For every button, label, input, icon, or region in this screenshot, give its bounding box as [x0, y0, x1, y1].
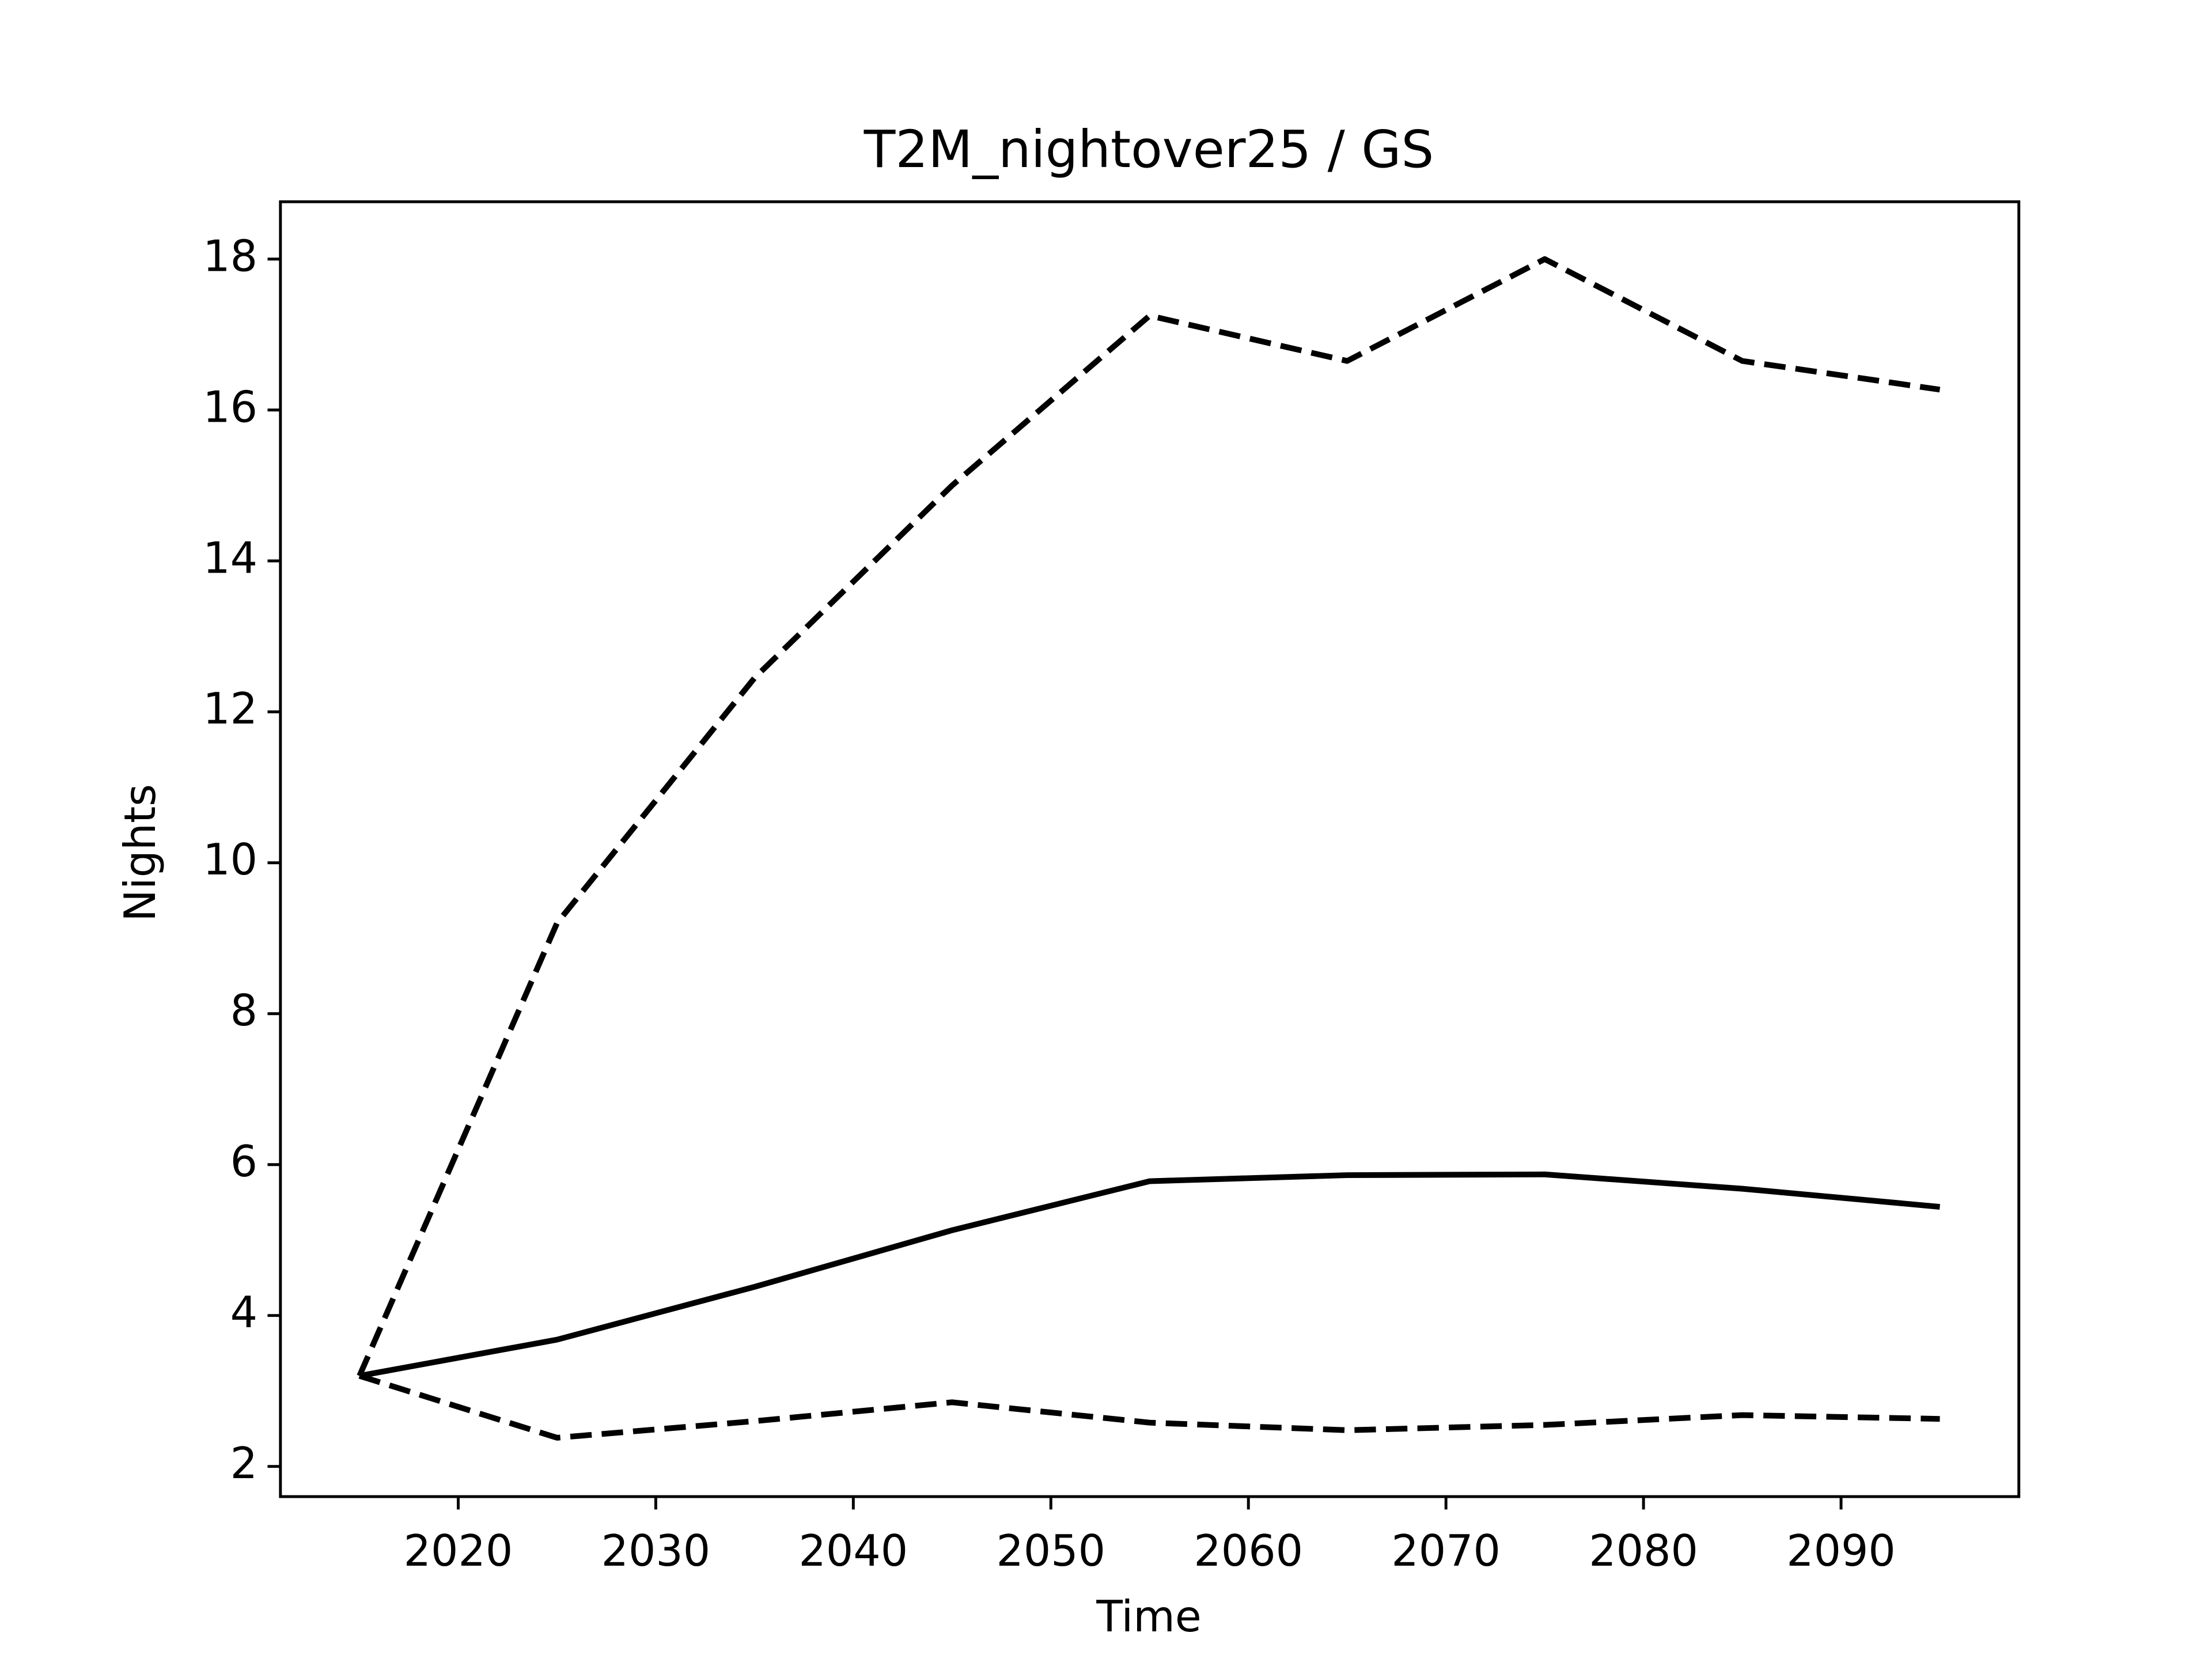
chart-title: T2M_nightover25 / GS	[863, 120, 1434, 180]
y-tick-label: 12	[203, 684, 257, 734]
y-tick-label: 8	[230, 986, 257, 1036]
x-tick-label: 2090	[1786, 1526, 1896, 1576]
x-tick-label: 2030	[601, 1526, 711, 1576]
y-axis-label: Nights	[115, 784, 165, 922]
plot-frame	[279, 200, 2021, 1498]
y-tick-label: 10	[203, 835, 257, 885]
y-tick-label: 18	[203, 231, 257, 281]
y-tick-label: 14	[203, 533, 257, 583]
x-tick-label: 2070	[1391, 1526, 1501, 1576]
y-tick-label: 6	[230, 1137, 257, 1187]
x-tick-label: 2040	[799, 1526, 908, 1576]
x-tick-label: 2080	[1589, 1526, 1698, 1576]
x-tick-label: 2060	[1194, 1526, 1303, 1576]
series-line	[357, 256, 1941, 1377]
series-line	[358, 1373, 1940, 1441]
y-tick-label: 16	[203, 382, 257, 432]
y-tick-label: 2	[230, 1438, 257, 1488]
x-tick-label: 2020	[404, 1526, 513, 1576]
y-tick-label: 4	[230, 1287, 257, 1338]
series-line	[359, 1171, 1940, 1379]
x-tick-label: 2050	[996, 1526, 1105, 1576]
x-axis-label: Time	[1096, 1592, 1201, 1642]
